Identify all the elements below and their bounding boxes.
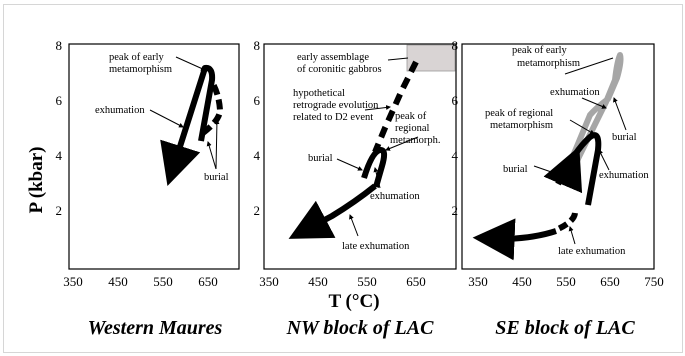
y-tick-label: 6	[452, 93, 459, 108]
leader-line	[569, 119, 595, 135]
leader-line	[581, 97, 607, 109]
annotation-label: peak of early	[512, 45, 568, 56]
annotation-label: exhumation	[95, 105, 145, 116]
early-metamorphism-loop	[565, 52, 624, 177]
y-tick-label: 6	[254, 93, 261, 108]
panel-western-maures: 8 6 4 2 350 450 550 650 peak of early me…	[56, 38, 240, 339]
panel-title: SE block of LAC	[495, 317, 635, 339]
panel-nw-block-lac: 8 6 4 2 350 450 550 650 early assemblage…	[254, 38, 457, 339]
burial-exhumation-loop	[361, 146, 388, 188]
leader-line	[387, 57, 409, 61]
x-tick-label: 350	[468, 274, 488, 289]
x-tick-label: 650	[406, 274, 426, 289]
leader-line	[385, 136, 419, 151]
annotation-label: burial	[503, 164, 528, 175]
y-tick-label: 6	[56, 93, 63, 108]
panel-frame	[68, 43, 240, 270]
panel-frame	[461, 43, 655, 270]
x-tick-labels: 350 450 550 650	[63, 274, 218, 289]
annotation-label: early assemblage	[297, 52, 369, 63]
late-exhumation-path	[472, 218, 557, 261]
annotation-label: metamorphism	[109, 64, 172, 75]
x-tick-label: 350	[259, 274, 279, 289]
leader-line	[533, 165, 561, 177]
annotation-label: burial	[612, 132, 637, 143]
late-exhumation-path	[288, 183, 377, 239]
annotation-label: regional	[395, 123, 429, 134]
annotation-label: related to D2 event	[293, 112, 373, 123]
x-tick-label: 650	[600, 274, 620, 289]
annotation-label: peak of regional	[485, 108, 553, 119]
panel-frame	[263, 43, 457, 270]
y-tick-label: 8	[56, 38, 63, 53]
x-tick-label: 450	[308, 274, 328, 289]
burial-path	[201, 82, 224, 136]
y-tick-label: 8	[452, 38, 459, 53]
leader-line	[175, 56, 206, 71]
annotation-label: exhumation	[550, 87, 600, 98]
x-axis-title: T (°C)	[328, 291, 379, 312]
annotation-label: exhumation	[370, 191, 420, 202]
x-tick-label: 650	[198, 274, 218, 289]
x-tick-label: 350	[63, 274, 83, 289]
x-tick-label: 550	[153, 274, 173, 289]
leader-line	[564, 57, 614, 75]
annotation-label: of coronitic gabbros	[297, 64, 382, 75]
panel-title: NW block of LAC	[286, 317, 435, 339]
x-tick-labels: 350 450 550 650	[259, 274, 426, 289]
leader-line	[568, 226, 576, 245]
y-tick-label: 8	[254, 38, 261, 53]
x-tick-label: 750	[644, 274, 664, 289]
leader-line	[349, 214, 359, 237]
y-tick-label: 4	[452, 148, 459, 163]
panel-se-block-lac: 8 6 4 2 350 450 550 650 750 peak of earl…	[452, 38, 664, 339]
x-tick-label: 450	[108, 274, 128, 289]
x-tick-labels: 350 450 550 650 750	[468, 274, 664, 289]
leader-line	[598, 149, 610, 171]
annotation-label: peak of	[395, 111, 427, 122]
annotation-label: exhumation	[599, 170, 649, 181]
leader-line	[149, 109, 184, 128]
late-exhumation-dashed	[554, 212, 578, 233]
y-axis-title: P (kbar)	[26, 146, 47, 213]
panel-title: Western Maures	[88, 317, 223, 339]
leader-line	[364, 104, 391, 111]
leader-line	[214, 119, 220, 170]
regional-metamorphism-path	[555, 132, 602, 206]
y-tick-label: 4	[56, 148, 63, 163]
annotation-label: burial	[308, 153, 333, 164]
annotation-label: peak of early	[109, 52, 165, 63]
x-tick-label: 550	[556, 274, 576, 289]
annotation-label: metamorph.	[390, 135, 440, 146]
annotation-label: metamorphism	[490, 120, 553, 131]
y-tick-label: 2	[254, 203, 261, 218]
x-tick-label: 450	[512, 274, 532, 289]
y-tick-labels: 8 6 4 2	[254, 38, 261, 218]
y-tick-labels: 8 6 4 2	[56, 38, 63, 218]
annotation-label: hypothetical	[293, 88, 345, 99]
y-tick-label: 2	[452, 203, 459, 218]
exhumation-path	[160, 64, 216, 187]
annotation-label: retrograde evolution	[293, 100, 379, 111]
annotation-label: metamorphism	[517, 58, 580, 69]
annotation-label: burial	[204, 172, 229, 183]
leader-line	[336, 158, 363, 171]
leader-line	[613, 97, 627, 131]
annotation-label: late exhumation	[342, 241, 410, 252]
x-tick-label: 550	[357, 274, 377, 289]
leader-line	[373, 167, 381, 189]
leader-line	[206, 141, 217, 170]
y-tick-label: 4	[254, 148, 261, 163]
y-tick-label: 2	[56, 203, 63, 218]
y-tick-labels: 8 6 4 2	[452, 38, 459, 218]
annotation-label: late exhumation	[558, 246, 626, 257]
